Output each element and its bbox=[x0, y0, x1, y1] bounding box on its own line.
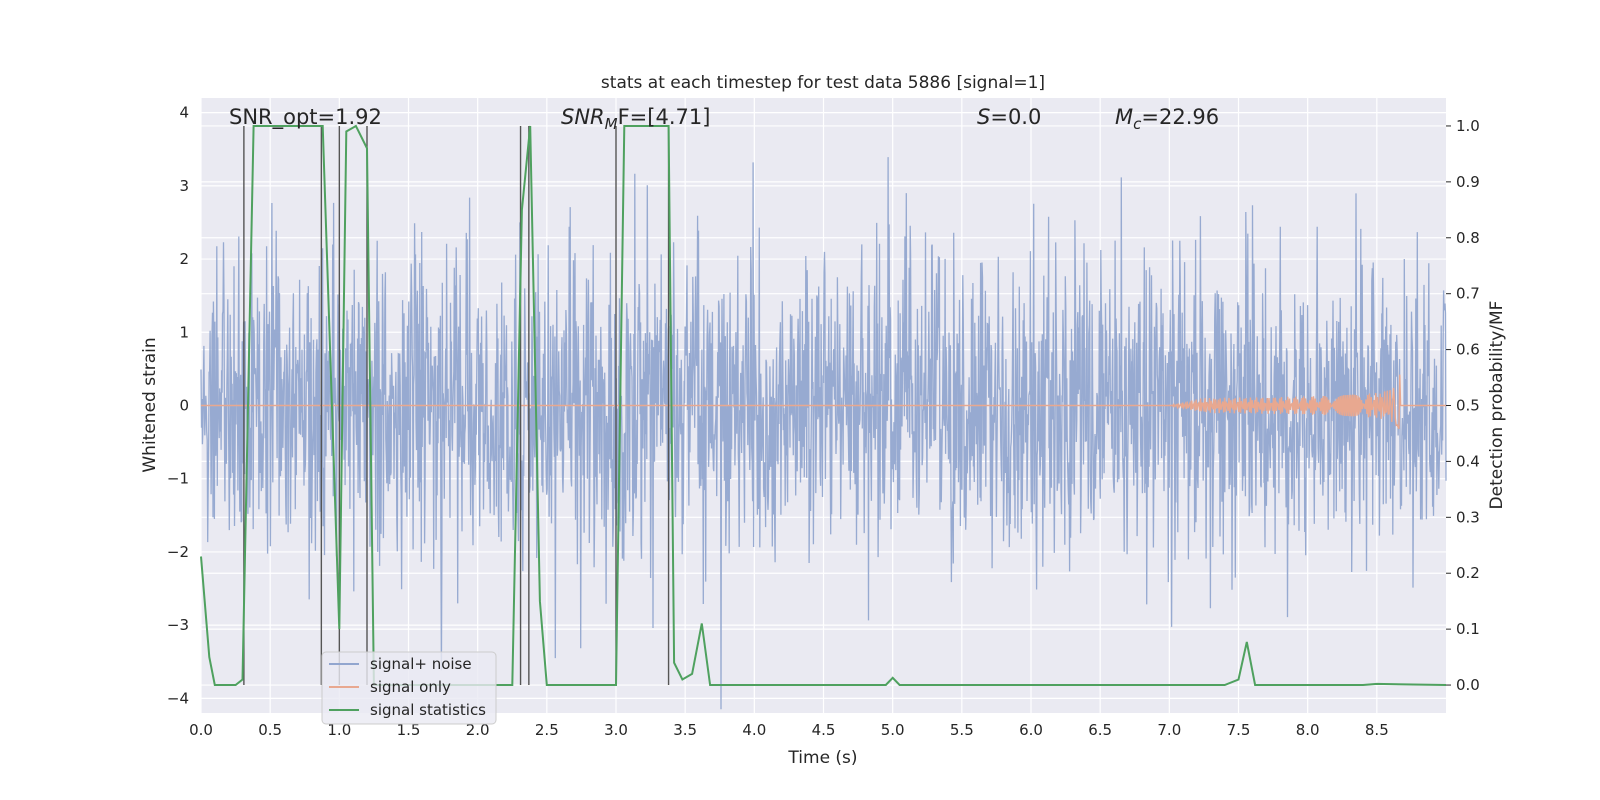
x-tick-label: 2.5 bbox=[535, 721, 559, 739]
y-tick-label: −2 bbox=[167, 543, 189, 561]
series-signal-statistics bbox=[200, 124, 1447, 686]
annotation-mc-rest: =22.96 bbox=[1141, 105, 1219, 129]
y-tick-label: 3 bbox=[179, 177, 189, 195]
x-tick-label: 3.0 bbox=[604, 721, 628, 739]
y-right-tick-label: 0.7 bbox=[1456, 285, 1480, 303]
y-tick-label: −1 bbox=[167, 470, 189, 488]
x-tick-label: 7.0 bbox=[1157, 721, 1181, 739]
x-tick-label: 0.0 bbox=[189, 721, 213, 739]
annotation-snr-mf-base: SNR bbox=[561, 105, 605, 129]
legend-box bbox=[321, 651, 497, 725]
statistics-line bbox=[200, 124, 1447, 686]
y-tick-label: 2 bbox=[179, 250, 189, 268]
annotation-snr-mf: SNRMF=[4.71] bbox=[561, 105, 710, 133]
x-tick-label: 4.5 bbox=[812, 721, 836, 739]
x-tick-label: 8.5 bbox=[1365, 721, 1389, 739]
y-right-tick-label: 0.3 bbox=[1456, 508, 1480, 526]
x-tick-label: 2.0 bbox=[466, 721, 490, 739]
x-tick-label: 8.0 bbox=[1296, 721, 1320, 739]
y-tick-label: 4 bbox=[179, 104, 189, 122]
y-right-tick-label: 0.1 bbox=[1456, 620, 1480, 638]
series-signal-only bbox=[201, 374, 1446, 430]
y-right-tick-label: 0.2 bbox=[1456, 564, 1480, 582]
series-signal-noise bbox=[200, 157, 1447, 710]
annotation-snr-mf-sub: M bbox=[605, 115, 618, 133]
noise-line bbox=[200, 157, 1447, 710]
y-right-tick-label: 0.8 bbox=[1456, 229, 1480, 247]
annotation-mc: Mc=22.96 bbox=[1115, 105, 1219, 133]
y-right-tick-label: 1.0 bbox=[1456, 117, 1480, 135]
x-tick-label: 7.5 bbox=[1227, 721, 1251, 739]
x-tick-label: 6.0 bbox=[1019, 721, 1043, 739]
y-tick-label: 0 bbox=[179, 397, 189, 415]
y-axis-label: Whitened strain bbox=[140, 337, 160, 472]
chirp-line bbox=[201, 374, 1446, 430]
annotation-snr-opt: SNR_opt=1.92 bbox=[229, 105, 382, 130]
x-axis-label: Time (s) bbox=[787, 748, 857, 768]
y-right-tick-label: 0.4 bbox=[1456, 452, 1480, 470]
x-tick-label: 0.5 bbox=[258, 721, 282, 739]
legend-label-signal-only: signal only bbox=[370, 678, 451, 696]
x-tick-label: 4.0 bbox=[742, 721, 766, 739]
ticks: 0.0 0.5 1.0 1.5 2.0 2.5 3.0 3.5 4.0 4.5 5.0 5.5 6.0 6… bbox=[167, 104, 1480, 739]
y-right-tick-label: 0.6 bbox=[1456, 341, 1480, 359]
y-right-tick-label: 0.9 bbox=[1456, 173, 1480, 191]
x-tick-label: 1.0 bbox=[327, 721, 351, 739]
chart-title: stats at each timestep for test data 588… bbox=[601, 73, 1045, 93]
y-right-tick-label: 0.5 bbox=[1456, 397, 1480, 415]
y-tick-label: −4 bbox=[167, 689, 189, 707]
annotation-s-base: S bbox=[977, 105, 990, 129]
legend: signal+ noise signal only signal statist… bbox=[321, 651, 497, 725]
x-tick-label: 5.5 bbox=[950, 721, 974, 739]
y-axis-label-right: Detection probability/MF bbox=[1487, 301, 1507, 510]
annotation-s-rest: =0.0 bbox=[990, 105, 1041, 129]
y-tick-label: −3 bbox=[167, 616, 189, 634]
y-right-tick-label: 0.0 bbox=[1456, 676, 1480, 694]
x-tick-label: 6.5 bbox=[1088, 721, 1112, 739]
y-tick-label: 1 bbox=[179, 323, 189, 341]
annotation-snr-mf-rest: F=[4.71] bbox=[618, 105, 711, 129]
x-tick-label: 3.5 bbox=[673, 721, 697, 739]
annotation-s: S=0.0 bbox=[977, 105, 1041, 129]
legend-label-signal-noise: signal+ noise bbox=[370, 655, 472, 673]
x-tick-label: 5.0 bbox=[881, 721, 905, 739]
legend-label-signal-statistics: signal statistics bbox=[370, 701, 486, 719]
x-tick-label: 1.5 bbox=[397, 721, 421, 739]
annotation-mc-sub: c bbox=[1133, 115, 1142, 133]
annotation-mc-base: M bbox=[1115, 105, 1133, 129]
